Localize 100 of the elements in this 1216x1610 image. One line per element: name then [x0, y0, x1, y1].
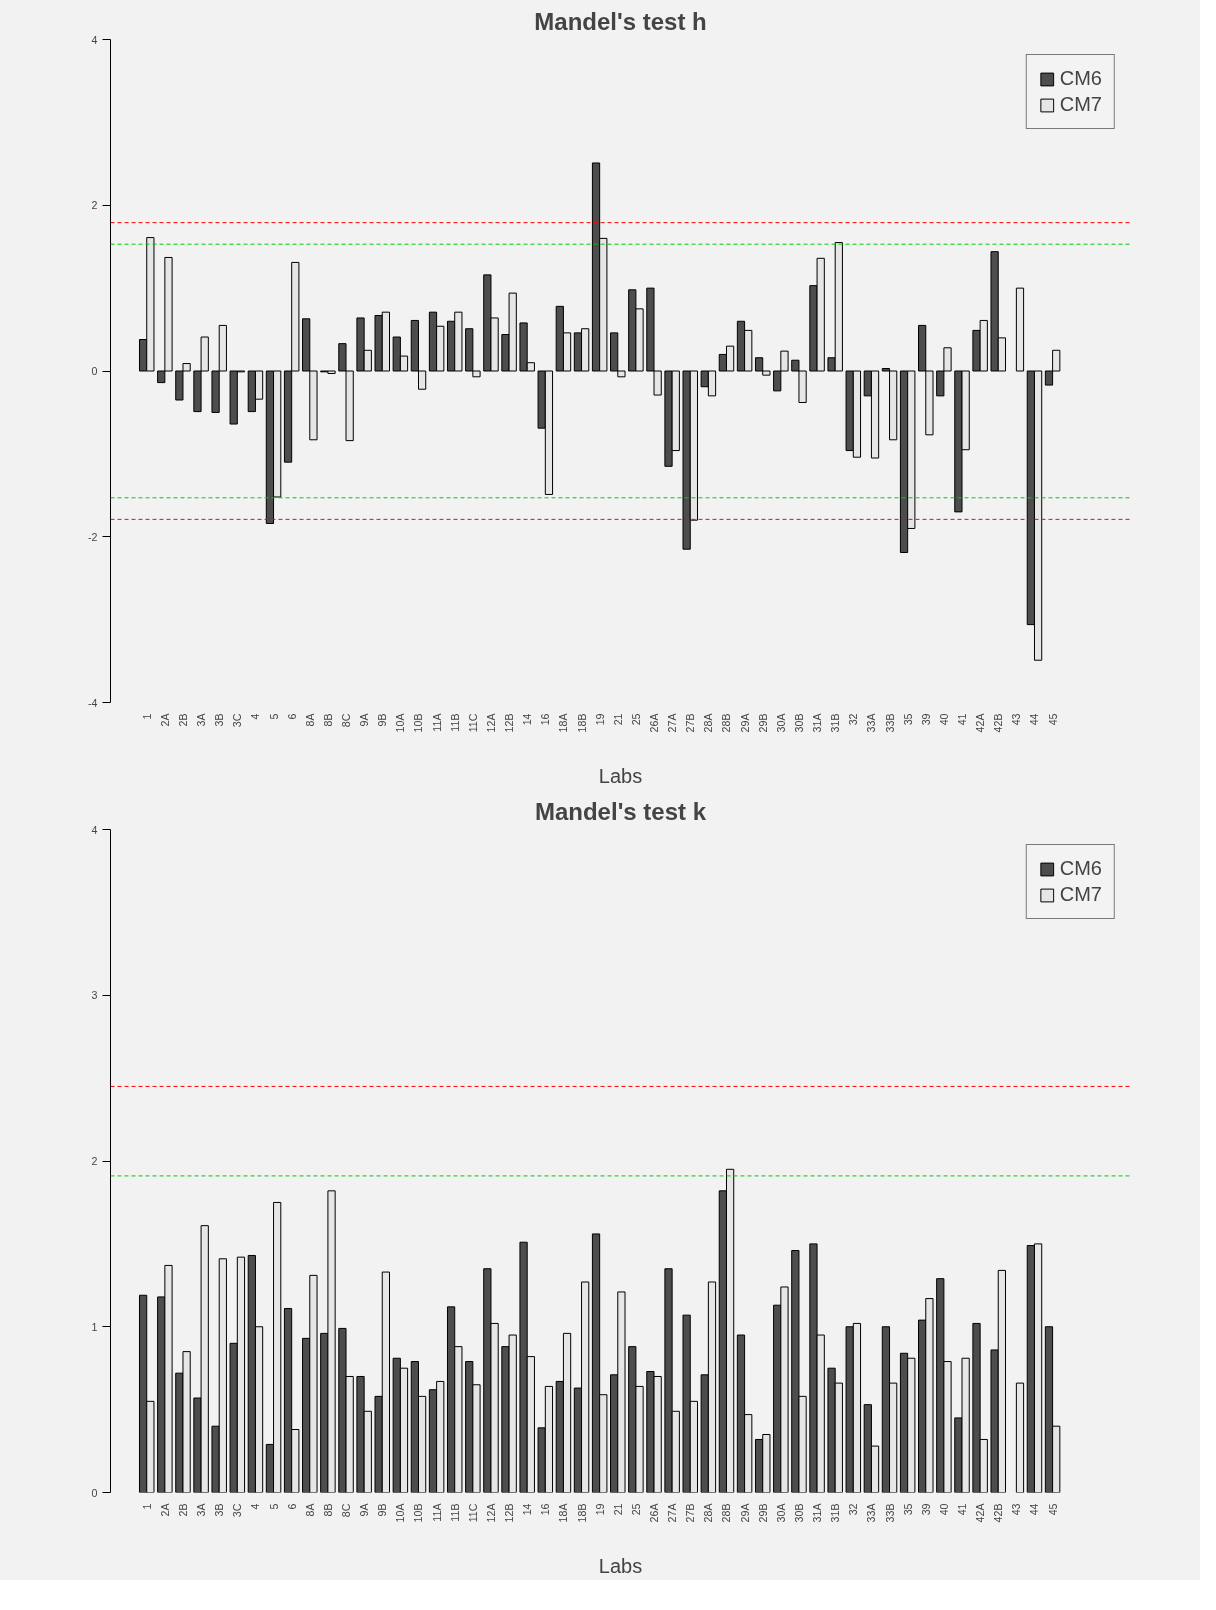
x-tick-label: 44: [1028, 713, 1041, 726]
x-tick-label: 44: [1028, 1503, 1041, 1516]
x-tick-label: 31B: [829, 713, 842, 733]
x-tick-label: 27B: [684, 1503, 697, 1523]
x-tick-label: 14: [521, 713, 534, 726]
x-tick-label: 11A: [430, 1502, 443, 1522]
x-tick-label: 26A: [648, 712, 661, 733]
x-tick-label: 12B: [503, 713, 516, 733]
x-tick-label: 11B: [448, 713, 461, 732]
x-tick-label: 31B: [829, 1503, 842, 1523]
x-tick-label: 18B: [575, 1503, 588, 1523]
x-tick-label: 33B: [883, 1503, 896, 1523]
x-tick-label: 45: [1046, 1503, 1059, 1516]
y-tick-label: -2: [88, 530, 98, 543]
x-tick-label: 29A: [738, 712, 751, 733]
x-tick-label: 27A: [666, 712, 679, 733]
x-tick-label: 16: [539, 1503, 552, 1516]
legend-label: CM6: [1059, 67, 1102, 90]
chart-title: Mandel's test h: [534, 7, 707, 35]
y-tick-label: 0: [91, 1486, 98, 1499]
y-tick-label: -4: [88, 696, 98, 709]
x-tick-label: 40: [937, 713, 950, 726]
x-tick-label: 11C: [466, 1503, 479, 1523]
x-tick-label: 5: [267, 713, 280, 720]
x-tick-label: 10A: [394, 1502, 407, 1523]
x-tick-label: 8B: [321, 713, 334, 727]
x-tick-label: 43: [1010, 1503, 1023, 1516]
x-tick-label: 9B: [376, 1503, 389, 1517]
y-tick-label: 2: [91, 199, 98, 212]
x-tick-label: 2A: [158, 1502, 171, 1517]
x-tick-label: 8C: [340, 713, 353, 728]
x-tick-label: 2B: [176, 713, 189, 727]
x-tick-label: 8C: [340, 1503, 353, 1518]
y-tick-label: 4: [91, 33, 98, 46]
x-tick-label: 19: [593, 713, 606, 726]
x-tick-label: 27B: [684, 713, 697, 733]
y-tick-label: 1: [91, 1320, 98, 1333]
x-tick-label: 42B: [992, 1503, 1005, 1523]
x-tick-label: 29B: [756, 1503, 769, 1523]
x-tick-label: 28B: [720, 713, 733, 733]
x-tick-label: 30B: [792, 1503, 805, 1523]
x-tick-label: 5: [267, 1503, 280, 1510]
x-tick-label: 25: [629, 1503, 642, 1516]
x-tick-label: 9A: [358, 712, 371, 727]
x-tick-label: 12A: [484, 1502, 497, 1523]
x-tick-label: 29B: [756, 713, 769, 733]
x-tick-label: 10B: [412, 713, 425, 733]
x-tick-label: 33A: [865, 712, 878, 733]
x-tick-label: 3C: [231, 1503, 244, 1518]
x-tick-label: 39: [919, 713, 932, 726]
x-tick-label: 26A: [648, 1502, 661, 1523]
x-tick-label: 4: [249, 713, 262, 720]
y-tick-label: 0: [91, 365, 98, 377]
x-tick-label: 2A: [158, 712, 171, 727]
x-tick-label: 42A: [974, 712, 987, 733]
x-tick-label: 21: [611, 713, 624, 726]
x-tick-label: 6: [285, 1503, 298, 1510]
x-tick-label: 12A: [484, 712, 497, 733]
x-tick-label: 42B: [992, 713, 1005, 733]
x-tick-label: 45: [1046, 713, 1059, 726]
x-tick-label: 4: [249, 1503, 262, 1510]
x-tick-label: 14: [521, 1503, 534, 1516]
legend-label: CM7: [1059, 93, 1102, 116]
x-tick-label: 27A: [666, 1502, 679, 1523]
legend-label: CM7: [1059, 883, 1102, 906]
x-tick-label: 25: [629, 713, 642, 726]
x-tick-label: 11A: [430, 712, 443, 732]
x-tick-label: 9B: [376, 713, 389, 727]
x-tick-label: 28A: [702, 712, 715, 733]
x-tick-label: 28B: [720, 1503, 733, 1523]
x-tick-label: 12B: [503, 1503, 516, 1523]
x-tick-label: 35: [901, 1503, 914, 1516]
x-tick-label: 30A: [774, 1502, 787, 1523]
x-tick-label: 42A: [974, 1502, 987, 1523]
x-tick-label: 18A: [557, 1502, 570, 1523]
x-tick-label: 31A: [811, 712, 824, 733]
x-tick-label: 1: [140, 713, 153, 720]
x-tick-label: 43: [1010, 713, 1023, 726]
x-tick-label: 16: [539, 713, 552, 726]
x-axis-title: Labs: [598, 765, 643, 788]
legend-label: CM6: [1059, 857, 1102, 880]
x-tick-label: 32: [847, 713, 860, 726]
x-tick-label: 3B: [213, 713, 226, 727]
y-tick-label: 3: [91, 989, 98, 1002]
x-tick-label: 9A: [358, 1502, 371, 1517]
y-tick-label: 4: [91, 823, 98, 836]
x-tick-label: 8A: [303, 1502, 316, 1517]
y-tick-label: 2: [91, 1155, 98, 1167]
x-tick-label: 2B: [176, 1503, 189, 1517]
x-tick-label: 39: [919, 1503, 932, 1516]
x-tick-label: 33B: [883, 713, 896, 733]
bar: [1015, 1382, 1025, 1493]
x-tick-label: 40: [937, 1503, 950, 1516]
x-tick-label: 41: [956, 1503, 969, 1516]
x-tick-label: 28A: [702, 1502, 715, 1523]
chart-title: Mandel's test k: [534, 797, 707, 825]
x-tick-label: 10A: [394, 712, 407, 733]
x-tick-label: 41: [956, 713, 969, 726]
x-tick-label: 30B: [792, 713, 805, 733]
x-tick-label: 32: [847, 1503, 860, 1516]
